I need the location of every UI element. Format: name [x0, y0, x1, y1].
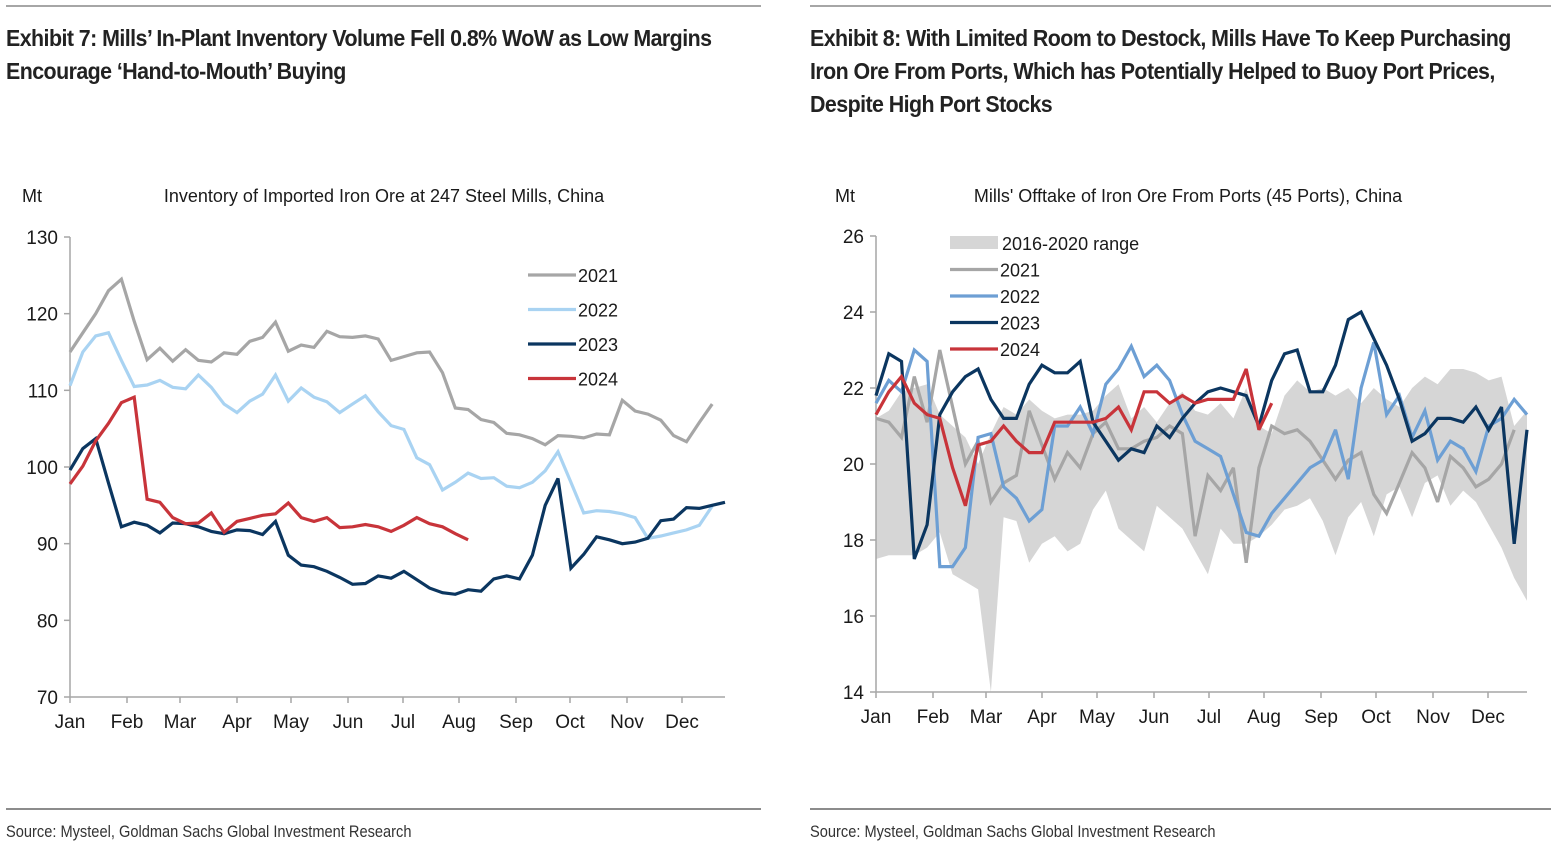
x-tick-label: Apr	[1027, 707, 1057, 728]
series-line-2022	[68, 330, 714, 541]
inventory-line-chart: Mt Inventory of Imported Iron Ore at 247 …	[22, 186, 726, 733]
y-tick-label: 18	[843, 531, 864, 552]
y-tick-label: 70	[37, 688, 58, 709]
x-tick-label: Apr	[222, 712, 252, 733]
x-tick-label: Dec	[1471, 707, 1505, 728]
x-tick-label: Jun	[1139, 707, 1170, 728]
exhibit-8-panel: Exhibit 8: With Limited Room to Destock,…	[808, 0, 1551, 854]
legend-label: 2023	[1000, 314, 1040, 334]
x-tick-label: May	[1079, 707, 1115, 728]
exhibit-7-panel: Exhibit 7: Mills’ In-Plant Inventory Vol…	[0, 0, 765, 854]
x-tick-label: Feb	[917, 707, 950, 728]
x-tick-label: Jan	[861, 707, 892, 728]
x-tick-label: Aug	[442, 712, 476, 733]
y-tick-label: 100	[26, 458, 58, 479]
x-tick-label: Aug	[1247, 707, 1281, 728]
y-tick-label: 26	[843, 227, 864, 248]
x-tick-label: May	[273, 712, 309, 733]
x-tick-label: Oct	[555, 712, 585, 733]
legend-label: 2021	[1000, 261, 1040, 281]
x-tick-label: Jun	[333, 712, 364, 733]
x-tick-label: Jul	[391, 712, 415, 733]
series-line-2023	[68, 435, 726, 596]
x-tick-label: Nov	[610, 712, 644, 733]
x-tick-label: Jul	[1197, 707, 1221, 728]
legend-label: 2021	[578, 266, 618, 286]
series-line-2021	[68, 276, 714, 447]
y-tick-label: 24	[843, 303, 865, 324]
y-axis-unit-label: Mt	[835, 186, 855, 206]
top-divider	[6, 5, 761, 7]
chart-title: Inventory of Imported Iron Ore at 247 St…	[164, 186, 605, 206]
top-divider	[810, 5, 1551, 7]
legend-label: 2016-2020 range	[1002, 234, 1139, 254]
legend-label: 2022	[1000, 287, 1040, 307]
y-tick-label: 22	[843, 379, 864, 400]
chart-title: Mills' Offtake of Iron Ore From Ports (4…	[974, 186, 1403, 206]
legend: 2021 2022 2023 2024	[528, 266, 618, 390]
series-line-2023	[874, 309, 1529, 560]
source-note: Source: Mysteel, Goldman Sachs Global In…	[6, 822, 412, 841]
y-tick-label: 20	[843, 455, 864, 476]
legend-label: 2024	[1000, 340, 1040, 360]
y-tick-label: 90	[37, 535, 58, 556]
offtake-line-chart: Mt Mills' Offtake of Iron Ore From Ports …	[835, 186, 1529, 728]
legend-label: 2023	[578, 335, 618, 355]
x-tick-label: Oct	[1361, 707, 1391, 728]
x-tick-label: Feb	[111, 712, 144, 733]
x-tick-label: Jan	[55, 712, 86, 733]
x-tick-label: Dec	[665, 712, 699, 733]
y-tick-label: 130	[26, 228, 58, 249]
y-tick-label: 80	[37, 611, 58, 632]
y-axis-unit-label: Mt	[22, 186, 42, 206]
legend-label: 2022	[578, 301, 618, 321]
series-line-2022	[874, 341, 1529, 569]
bottom-divider	[6, 808, 761, 810]
y-tick-label: 16	[843, 607, 864, 628]
bottom-divider	[810, 808, 1551, 810]
series-line-2024	[874, 368, 1274, 507]
y-tick-label: 110	[28, 381, 58, 402]
source-note: Source: Mysteel, Goldman Sachs Global In…	[810, 822, 1216, 841]
legend-label: 2024	[578, 370, 618, 390]
legend-swatch-band	[950, 236, 998, 249]
x-tick-label: Mar	[164, 712, 197, 733]
exhibit-title: Exhibit 8: With Limited Room to Destock,…	[810, 25, 1511, 117]
exhibit-title: Exhibit 7: Mills’ In-Plant Inventory Vol…	[6, 25, 712, 84]
x-tick-label: Sep	[1304, 707, 1338, 728]
series-line-2024	[68, 394, 469, 542]
legend: 2016-2020 range 2021 2022 2023 2024	[950, 234, 1139, 360]
series-line-2021	[875, 349, 1516, 564]
y-tick-label: 14	[843, 683, 865, 704]
y-tick-label: 120	[26, 305, 58, 326]
x-tick-label: Mar	[970, 707, 1003, 728]
range-band-area	[876, 369, 1527, 692]
x-tick-label: Nov	[1416, 707, 1450, 728]
x-tick-label: Sep	[499, 712, 533, 733]
